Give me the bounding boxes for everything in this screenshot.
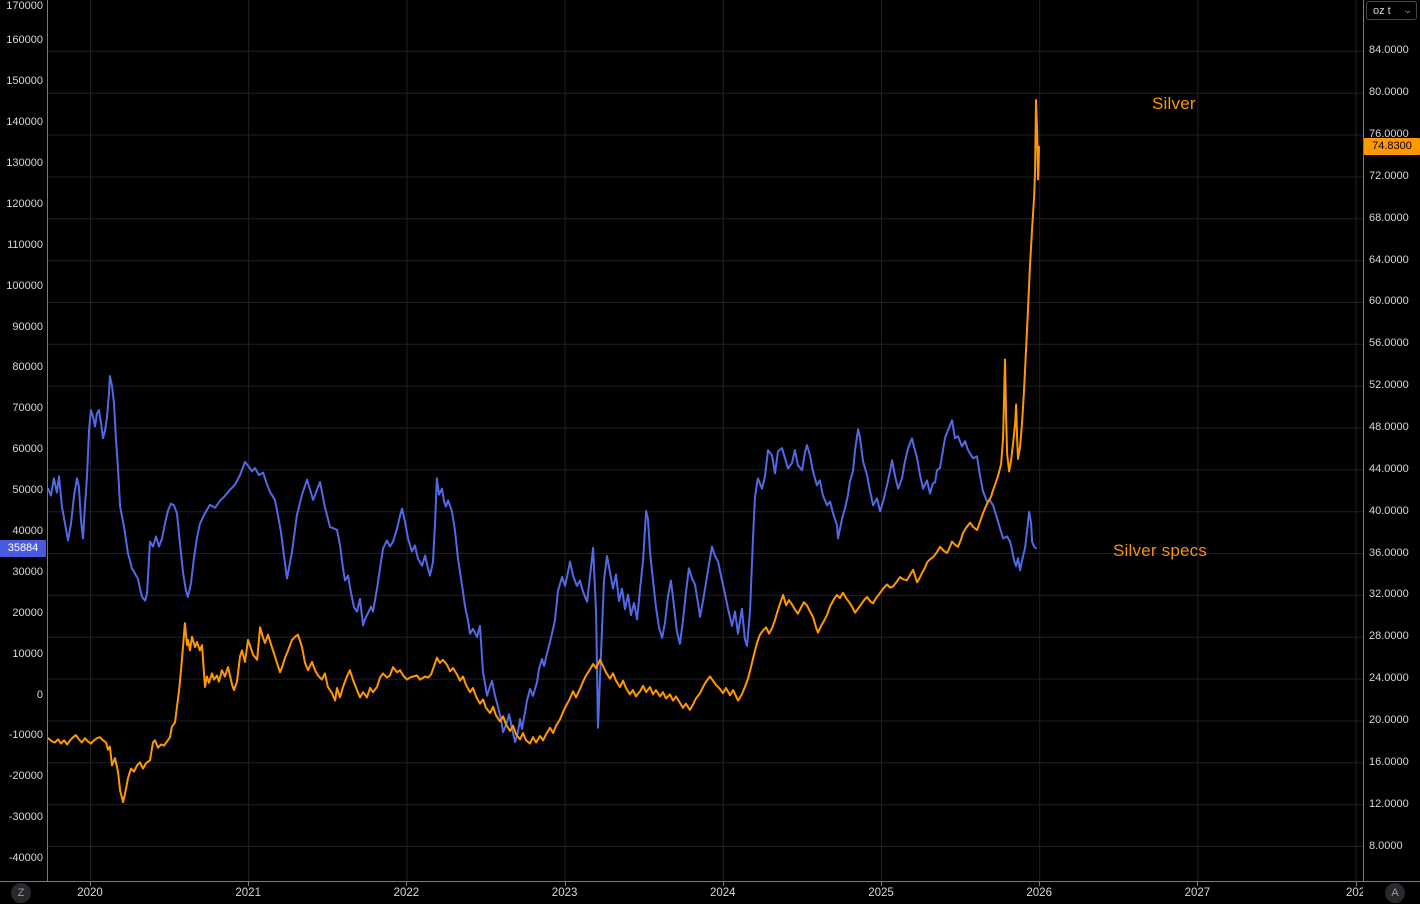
time-axis-tick [1197,882,1199,886]
year-label: 2022 [393,887,420,899]
year-label: 2024 [710,887,736,899]
time-axis-tick [1039,882,1041,886]
silver-specs-line [47,375,1037,743]
unit-selector-dropdown[interactable]: oz t ⌄ [1366,1,1417,20]
left-axis-tick: -10000 [8,729,43,742]
left-axis-tick: 130000 [6,157,43,170]
time-axis-labels: 2020 2021 2022 2023 2024 2025 2026 2027 202 [0,882,1363,904]
right-axis-tick: 76.0000 [1369,128,1409,141]
right-axis-tick: 72.0000 [1369,169,1409,182]
right-axis-tick: 48.0000 [1369,421,1409,433]
left-axis-tick: 90000 [12,320,43,333]
time-axis-tick [1355,882,1357,886]
left-axis-tick: 110000 [7,238,43,251]
right-axis-tick: 60.0000 [1369,295,1409,308]
right-axis-tick: 12.0000 [1369,797,1409,810]
left-axis-tick: 170000 [6,0,43,12]
silver-specs-series-label: Silver specs [1113,541,1208,560]
time-axis-tick [881,882,882,886]
left-axis-tick: 80000 [12,361,43,374]
chevron-down-icon: ⌄ [1402,5,1414,15]
right-axis-tick: 20.0000 [1369,713,1409,726]
year-label: 2025 [868,887,894,899]
year-label: 2026 [1026,887,1052,899]
right-axis-tick: 84.0000 [1369,44,1409,57]
time-axis-tick [90,882,91,886]
time-axis-tick [722,882,724,886]
left-axis-tick: 70000 [12,402,43,415]
time-axis-tick [248,882,250,886]
right-axis-tick: 68.0000 [1369,211,1409,224]
left-axis-tick: 40000 [12,524,43,537]
left-axis-tick: 140000 [6,116,43,129]
right-axis-tick: 44.0000 [1369,462,1409,475]
silver-line [47,99,1040,804]
left-axis-tick: 120000 [6,197,43,210]
right-axis-tick: 32.0000 [1369,588,1409,601]
year-label: 202 [1346,887,1363,899]
right-axis-tick: 52.0000 [1369,379,1409,392]
left-axis-tick: -20000 [8,770,43,783]
year-label: 2027 [1184,887,1211,899]
left-axis-tick: 50000 [12,484,43,497]
right-axis-tick: 56.0000 [1369,337,1409,350]
right-axis-tick: 28.0000 [1369,630,1409,643]
year-label: 2023 [551,887,578,899]
time-axis-tick [406,882,408,886]
right-axis-tick: 16.0000 [1369,755,1409,768]
right-axis-tick: 80.0000 [1369,86,1409,99]
right-axis-tick: 24.0000 [1369,672,1409,685]
left-axis-tick: 160000 [6,34,43,47]
left-axis-tick: 150000 [6,75,43,88]
time-axis-tick [564,882,566,886]
left-axis-tick: -40000 [8,852,43,865]
right-axis-tick: 40.0000 [1369,504,1409,517]
left-axis-tick: 20000 [12,606,43,619]
year-label: 2020 [77,887,103,899]
left-axis-tick: 100000 [6,279,43,292]
year-label: 2021 [235,887,261,899]
left-axis-tick: 10000 [12,647,43,660]
right-price-axis[interactable]: 84.0000 80.0000 76.0000 72.0000 68.0000 64.00… [1364,0,1420,881]
auto-scale-button[interactable]: A [1385,883,1405,903]
left-price-axis[interactable]: 170000 160000 150000 140000 130000 120000 1100… [0,0,47,881]
left-axis-tick: 0 [36,688,43,701]
unit-selector-value: oz t [1373,4,1391,17]
left-axis-tick: 30000 [12,565,43,578]
left-axis-tick: -30000 [8,811,43,824]
time-axis[interactable]: 2020 2021 2022 2023 2024 2025 2026 2027 202 [0,881,1420,904]
right-axis-tick: 64.0000 [1369,253,1409,266]
silver-last-price-badge: 74.8300 [1364,138,1420,156]
right-axis-tick: 8.0000 [1369,839,1403,852]
timezone-button[interactable]: Z [11,883,31,903]
left-axis-tick: 60000 [12,443,43,456]
right-axis-tick: 36.0000 [1369,546,1409,559]
silver-specs-last-price-badge: 35884 [0,539,46,557]
silver-series-label: Silver [1152,94,1196,113]
